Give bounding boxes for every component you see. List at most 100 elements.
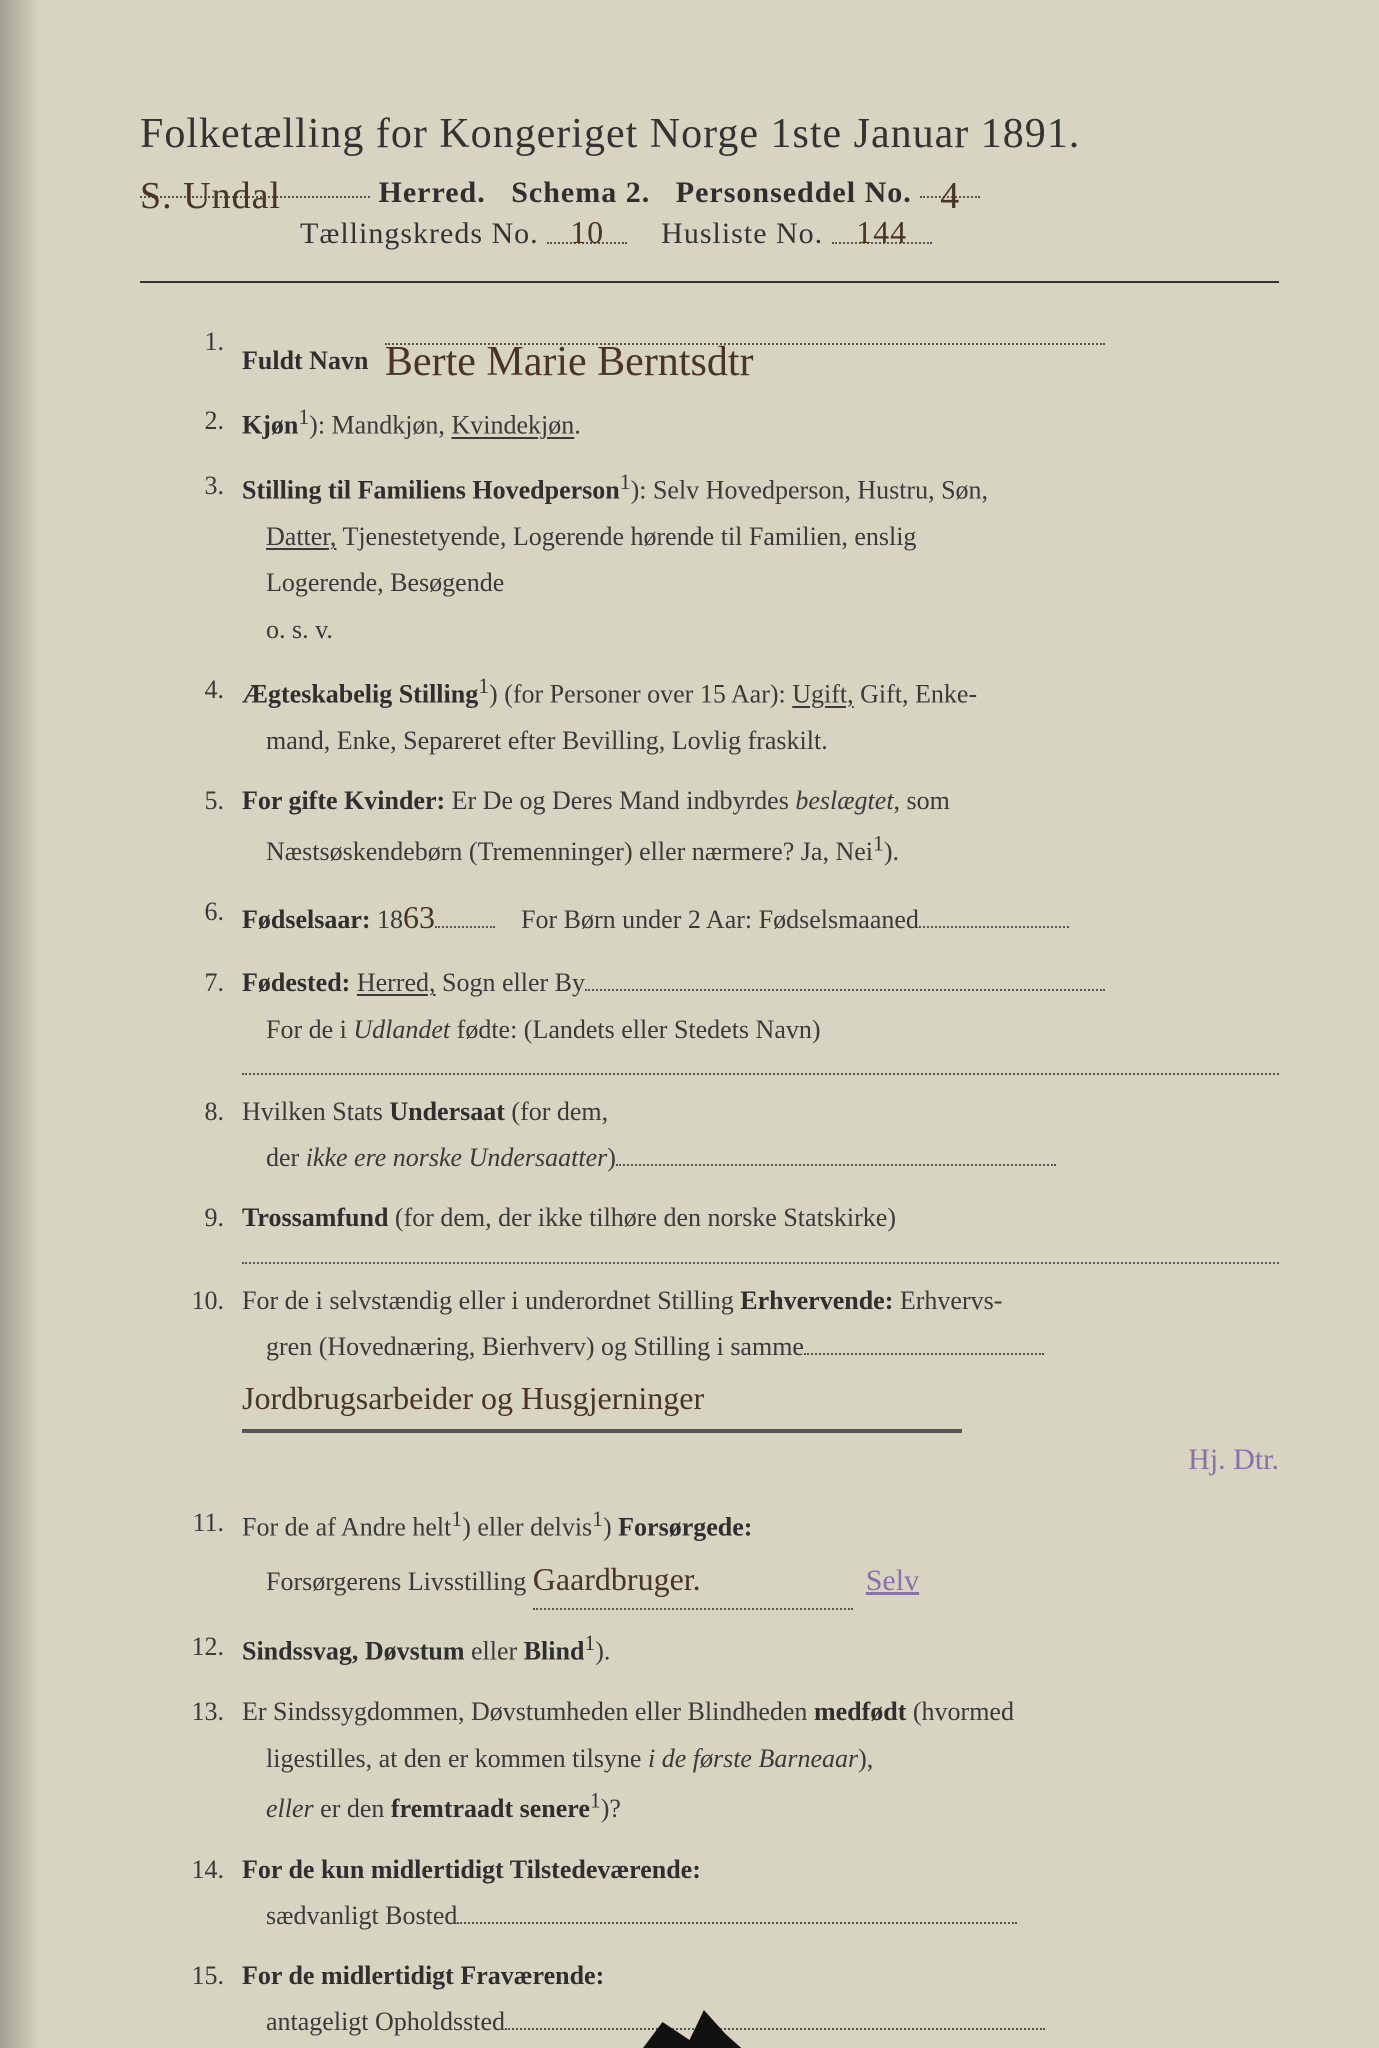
item-9: 9. Trossamfund (for dem, der ikke tilhør… (170, 1195, 1279, 1263)
item-num: 5. (170, 778, 242, 875)
sup: 1 (592, 1507, 603, 1531)
item-3-label: Stilling til Familiens Hovedperson (242, 476, 620, 505)
item-3-underlined: Datter, (266, 522, 336, 551)
t: ): Mandkjøn, (309, 411, 451, 440)
b: Trossamfund (242, 1203, 388, 1232)
form-items: 1. Fuldt Navn Berte Marie Berntsdtr 2. K… (140, 319, 1279, 2046)
item-num: 9. (170, 1195, 242, 1263)
t: For de af Andre helt (242, 1513, 451, 1542)
t: Forsørgerens Livsstilling (242, 1567, 526, 1596)
item-5-label: For gifte Kvinder: (242, 786, 445, 815)
item-num: 13. (170, 1689, 242, 1832)
t: (hvormed (906, 1697, 1014, 1726)
husliste-no: 144 (856, 214, 907, 250)
t: (for dem, (505, 1097, 608, 1126)
item-num: 10. (170, 1278, 242, 1487)
t: ) (603, 1513, 618, 1542)
census-form-page: Folketælling for Kongeriget Norge 1ste J… (0, 0, 1379, 2048)
b: Forsørgede: (618, 1513, 752, 1542)
b: medfødt (814, 1697, 906, 1726)
t: mand, Enke, Separeret efter Bevilling, L… (242, 726, 828, 755)
item-1-value: Berte Marie Berntsdtr (385, 339, 754, 385)
item-12: 12. Sindssvag, Døvstum eller Blind1). (170, 1624, 1279, 1675)
t: ). (595, 1637, 610, 1666)
personseddel-label: Personseddel No. (676, 176, 912, 209)
page-title: Folketælling for Kongeriget Norge 1ste J… (140, 110, 1279, 158)
t: 18 (371, 905, 404, 934)
herred-handwritten: S. Undal (140, 175, 281, 217)
t: (for dem, der ikke tilhøre den norske St… (388, 1203, 896, 1232)
kreds-label: Tællingskreds No. (300, 217, 539, 250)
item-11-hand2: Selv (866, 1564, 919, 1597)
herred-label: Herred. (379, 176, 486, 209)
kreds-no: 10 (570, 214, 604, 250)
item-6-year: 63 (403, 899, 435, 935)
item-10-hand-right: Hj. Dtr. (1188, 1443, 1279, 1476)
t: er den (314, 1794, 391, 1823)
b: For de kun midlertidigt Tilstedeværende: (242, 1855, 701, 1884)
header-line-2: S. Undal Herred. Schema 2. Personseddel … (140, 168, 1279, 210)
t: ) eller delvis (462, 1513, 592, 1542)
item-14: 14. For de kun midlertidigt Tilstedevære… (170, 1847, 1279, 1940)
sup: 1 (451, 1507, 462, 1531)
b: Blind (524, 1637, 585, 1666)
t: ) (607, 1143, 616, 1172)
item-7-label: Fødested: (242, 968, 350, 997)
ital: Udlandet (353, 1015, 450, 1044)
header-rule (140, 281, 1279, 283)
t: Næstsøskendebørn (Tremenninger) eller næ… (266, 837, 873, 866)
husliste-label: Husliste No. (661, 217, 823, 250)
t: eller (465, 1637, 524, 1666)
sup: 1 (478, 674, 489, 698)
t: antageligt Opholdssted (242, 2007, 505, 2036)
b: For de midlertidigt Fraværende: (242, 1961, 604, 1990)
t: For Børn under 2 Aar: Fødselsmaaned (521, 905, 919, 934)
item-1-label: Fuldt Navn (242, 346, 368, 375)
t: Gift, Enke- (854, 680, 977, 709)
b: Sindssvag, Døvstum (242, 1637, 465, 1666)
t: For de i selvstændig eller i underordnet… (242, 1286, 740, 1315)
t: Logerende, Besøgende (242, 568, 504, 597)
item-num: 3. (170, 463, 242, 653)
item-num: 7. (170, 960, 242, 1075)
t: Hvilken Stats (242, 1097, 389, 1126)
ital: i de første Barneaar (648, 1744, 858, 1773)
b: fremtraadt senere (391, 1794, 590, 1823)
sup: 1 (584, 1631, 595, 1655)
t: der (266, 1143, 306, 1172)
ital: eller (266, 1794, 314, 1823)
item-num: 14. (170, 1847, 242, 1940)
t: For de i (266, 1015, 353, 1044)
item-num: 15. (170, 1953, 242, 2046)
item-num: 8. (170, 1089, 242, 1182)
item-1: 1. Fuldt Navn Berte Marie Berntsdtr (170, 319, 1279, 384)
item-10: 10. For de i selvstændig eller i underor… (170, 1278, 1279, 1487)
page-shadow (0, 0, 40, 2048)
item-num: 4. (170, 667, 242, 764)
item-num: 6. (170, 889, 242, 946)
item-10-hand: Jordbrugsarbeider og Husgjerninger (242, 1380, 704, 1416)
t: ligestilles, at den er kommen tilsyne (266, 1744, 648, 1773)
item-6: 6. Fødselsaar: 1863 For Børn under 2 Aar… (170, 889, 1279, 946)
item-2: 2. Kjøn1): Mandkjøn, Kvindekjøn. (170, 398, 1279, 449)
t: Tjenestetyende, Logerende hørende til Fa… (336, 522, 916, 551)
t: Er Sindssygdommen, Døvstumheden eller Bl… (242, 1697, 814, 1726)
ital: beslægtet (795, 786, 893, 815)
item-6-label: Fødselsaar: (242, 905, 371, 934)
t: ). (884, 837, 899, 866)
item-num: 11. (170, 1500, 242, 1610)
t: gren (Hovednæring, Bierhverv) og Stillin… (242, 1332, 804, 1361)
t: Sogn eller By (436, 968, 586, 997)
t: ): Selv Hovedperson, Hustru, Søn, (631, 476, 988, 505)
item-4-label: Ægteskabelig Stilling (242, 680, 478, 709)
item-num: 2. (170, 398, 242, 449)
item-15: 15. For de midlertidigt Fraværende: anta… (170, 1953, 1279, 2046)
t: Erhvervs- (893, 1286, 1002, 1315)
t: fødte: (Landets eller Stedets Navn) (450, 1015, 820, 1044)
header-line-3: Tællingskreds No. 10 Husliste No. 144 (140, 214, 1279, 251)
t: Er De og Deres Mand indbyrdes (445, 786, 795, 815)
sup: 1 (873, 831, 884, 855)
personseddel-no: 4 (940, 175, 960, 217)
t: . (574, 411, 581, 440)
item-13: 13. Er Sindssygdommen, Døvstumheden elle… (170, 1689, 1279, 1832)
